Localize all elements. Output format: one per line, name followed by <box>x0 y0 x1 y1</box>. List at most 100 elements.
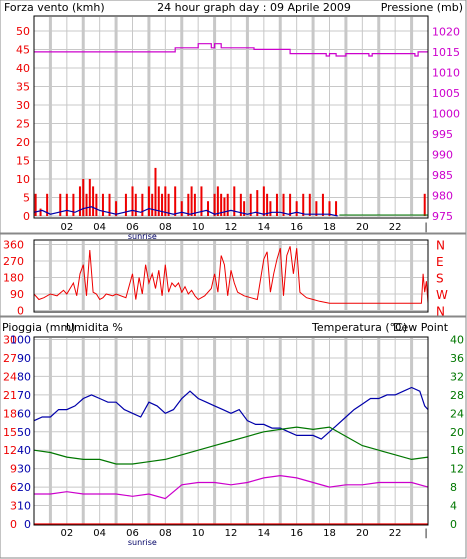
wind-bar <box>134 193 137 216</box>
humidity-tick-label: 50 <box>17 426 31 439</box>
x-tick-label: 10 <box>192 528 205 539</box>
rain-axis-label: Pioggia (mm) <box>2 321 75 334</box>
wind-bar <box>226 193 229 216</box>
x-tick-label: 14 <box>257 222 270 233</box>
humidity-tick-label: 0 <box>24 518 31 531</box>
temperature-tick-label: 16 <box>450 444 464 457</box>
temperature-tick-label: 28 <box>450 389 464 402</box>
wind-tick-label: 30 <box>16 99 30 112</box>
wind-bar <box>124 193 127 216</box>
x-tick-label: 22 <box>389 222 402 233</box>
x-tick-label: 20 <box>356 222 369 233</box>
rain-tick-label: 24 <box>3 370 17 383</box>
x-tick-label: 02 <box>60 222 73 233</box>
x-tick-label: 22 <box>389 528 402 539</box>
pressure-tick-label: 990 <box>432 148 453 161</box>
temperature-tick-label: 8 <box>450 481 457 494</box>
wind-bar <box>207 201 210 216</box>
wind-bar <box>82 179 85 216</box>
x-tick-label: 08 <box>159 528 172 539</box>
gust-line <box>33 206 338 217</box>
wind-bar <box>92 186 95 216</box>
rain-tick-label: 15 <box>3 426 17 439</box>
wind-bar <box>46 193 49 216</box>
wind-tick-label: 35 <box>16 81 30 94</box>
wind-bar <box>243 201 246 216</box>
dewpoint-axis-label: Dew Point <box>393 321 449 334</box>
temp-humidity-panel: Pioggia (mm) Umidita % Temperatura (°C) … <box>0 316 467 559</box>
temperature-tick-label: 0 <box>450 518 457 531</box>
wind-bar <box>141 193 144 216</box>
wind-bar <box>85 193 88 216</box>
x-axis-end-mark: | <box>424 528 427 539</box>
wind-bar <box>200 186 203 216</box>
humidity-line <box>33 386 429 440</box>
humidity-tick-label: 10 <box>17 500 31 513</box>
x-tick-label: 10 <box>192 222 205 233</box>
wind-bar <box>249 193 252 216</box>
wind-tick-label: 20 <box>16 136 30 149</box>
x-tick-label: 14 <box>257 528 270 539</box>
temperature-tick-label: 40 <box>450 334 464 347</box>
wind-bar <box>78 186 81 216</box>
wind-bar <box>180 201 183 216</box>
x-tick-label: 20 <box>356 528 369 539</box>
wind-bar <box>65 193 68 216</box>
x-tick-label: 06 <box>126 528 139 539</box>
x-tick-label: 06 <box>126 222 139 233</box>
temperature-tick-label: 32 <box>450 370 464 383</box>
x-tick-label: 04 <box>93 222 106 233</box>
wind-bar <box>154 167 157 216</box>
wind-bar <box>167 193 170 216</box>
wind-bar <box>147 186 150 216</box>
wind-bar <box>266 193 269 216</box>
compass-label: N <box>436 239 445 253</box>
x-tick-label: 12 <box>225 222 238 233</box>
direction-tick-label: 360 <box>3 239 24 252</box>
rain-tick-label: 18 <box>3 407 17 420</box>
x-tick-label: 08 <box>159 222 172 233</box>
compass-label: W <box>436 288 448 302</box>
x-tick-label: 02 <box>60 528 73 539</box>
wind-bar <box>282 193 285 216</box>
humidity-tick-label: 40 <box>17 444 31 457</box>
rain-tick-label: 0 <box>10 518 17 531</box>
wind-bar <box>187 193 190 216</box>
pressure-tick-label: 1015 <box>432 46 460 59</box>
wind-bar <box>423 193 426 216</box>
pressure-tick-label: 1000 <box>432 107 460 120</box>
humidity-tick-label: 100 <box>10 334 31 347</box>
wind-tick-label: 25 <box>16 118 30 131</box>
wind-pressure-panel: Forza vento (kmh) 24 hour graph day : 09… <box>0 0 467 241</box>
wind-tick-label: 40 <box>16 62 30 75</box>
rain-tick-label: 3 <box>10 500 17 513</box>
wind-bar <box>108 193 111 216</box>
wind-tick-label: 50 <box>16 25 30 38</box>
pressure-tick-label: 980 <box>432 189 453 202</box>
wind-tick-label: 0 <box>23 210 30 223</box>
pressure-tick-label: 975 <box>432 210 453 223</box>
wind-bar <box>131 186 134 216</box>
x-tick-label: 16 <box>290 528 303 539</box>
rain-tick-label: 9 <box>10 463 17 476</box>
compass-label: N <box>436 305 445 319</box>
compass-label: S <box>436 272 444 286</box>
wind-bar <box>308 193 311 216</box>
x-axis-end-mark: | <box>424 222 427 233</box>
wind-bar <box>34 193 37 216</box>
temperature-tick-label: 12 <box>450 463 464 476</box>
wind-bar <box>88 179 91 216</box>
humidity-tick-label: 30 <box>17 463 31 476</box>
wind-bar <box>328 201 331 216</box>
temperature-axis-label: Temperatura (°C) <box>311 321 407 334</box>
wind-bar <box>72 193 75 216</box>
wind-bar <box>233 186 236 216</box>
direction-tick-label: 0 <box>17 305 24 318</box>
direction-tick-label: 270 <box>3 255 24 268</box>
sunrise-annotation: sunrise <box>128 232 157 241</box>
temperature-tick-label: 36 <box>450 352 464 365</box>
pressure-tick-label: 995 <box>432 128 453 141</box>
